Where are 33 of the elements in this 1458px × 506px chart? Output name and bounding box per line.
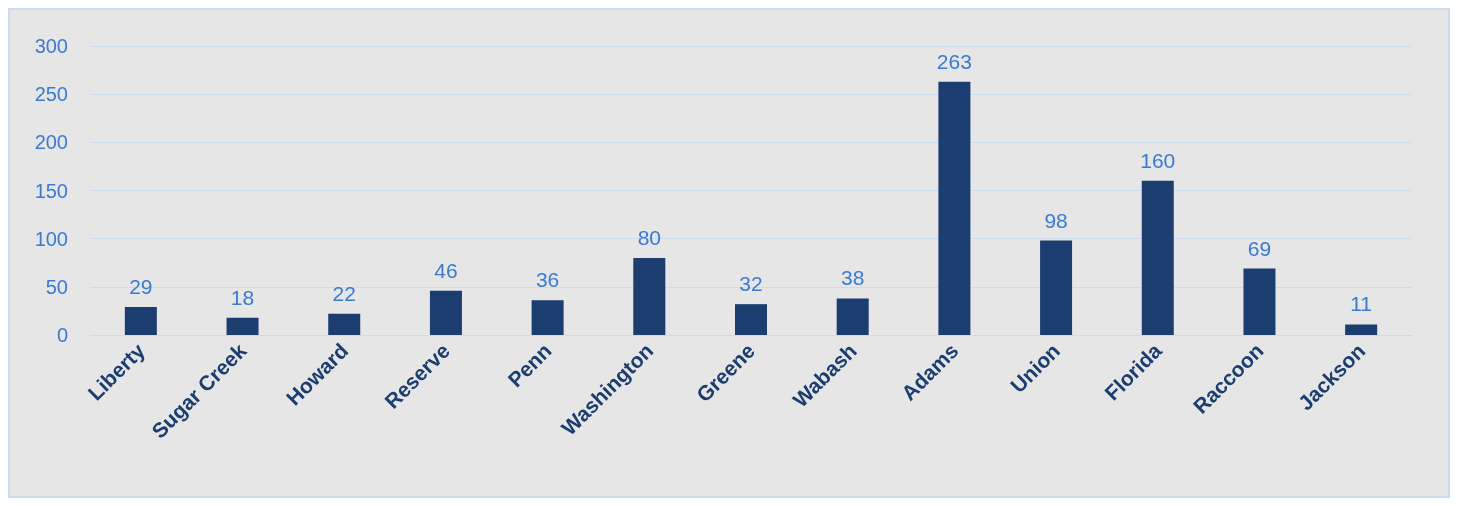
bar bbox=[836, 298, 869, 335]
data-label: 29 bbox=[129, 275, 153, 299]
y-tick-label: 200 bbox=[34, 131, 68, 154]
data-label: 18 bbox=[230, 285, 255, 309]
bar bbox=[124, 307, 157, 335]
data-label: 11 bbox=[1350, 292, 1373, 316]
bar bbox=[531, 300, 564, 335]
data-label: 22 bbox=[332, 281, 356, 305]
bar bbox=[429, 290, 462, 335]
data-label: 36 bbox=[535, 268, 560, 292]
data-label: 46 bbox=[434, 258, 458, 282]
y-tick-label: 150 bbox=[34, 179, 68, 202]
bar bbox=[1141, 180, 1174, 335]
bar bbox=[735, 304, 767, 335]
data-label: 263 bbox=[936, 49, 972, 73]
bar bbox=[328, 313, 361, 335]
data-label: 80 bbox=[637, 225, 661, 249]
bar bbox=[1040, 240, 1073, 335]
data-label: 98 bbox=[1044, 208, 1068, 232]
data-label: 32 bbox=[739, 272, 763, 296]
data-label: 38 bbox=[841, 266, 865, 290]
y-tick-label: 100 bbox=[34, 227, 68, 250]
y-tick-label: 0 bbox=[56, 324, 68, 346]
y-tick-label: 250 bbox=[34, 83, 68, 106]
bar bbox=[633, 257, 666, 335]
bar bbox=[938, 81, 971, 335]
y-tick-label: 50 bbox=[45, 275, 68, 298]
data-label: 69 bbox=[1247, 236, 1272, 260]
bar bbox=[226, 317, 259, 335]
y-tick-label: 300 bbox=[34, 35, 68, 57]
data-label: 160 bbox=[1140, 148, 1176, 172]
bar bbox=[1345, 324, 1378, 335]
bar bbox=[1243, 268, 1276, 335]
